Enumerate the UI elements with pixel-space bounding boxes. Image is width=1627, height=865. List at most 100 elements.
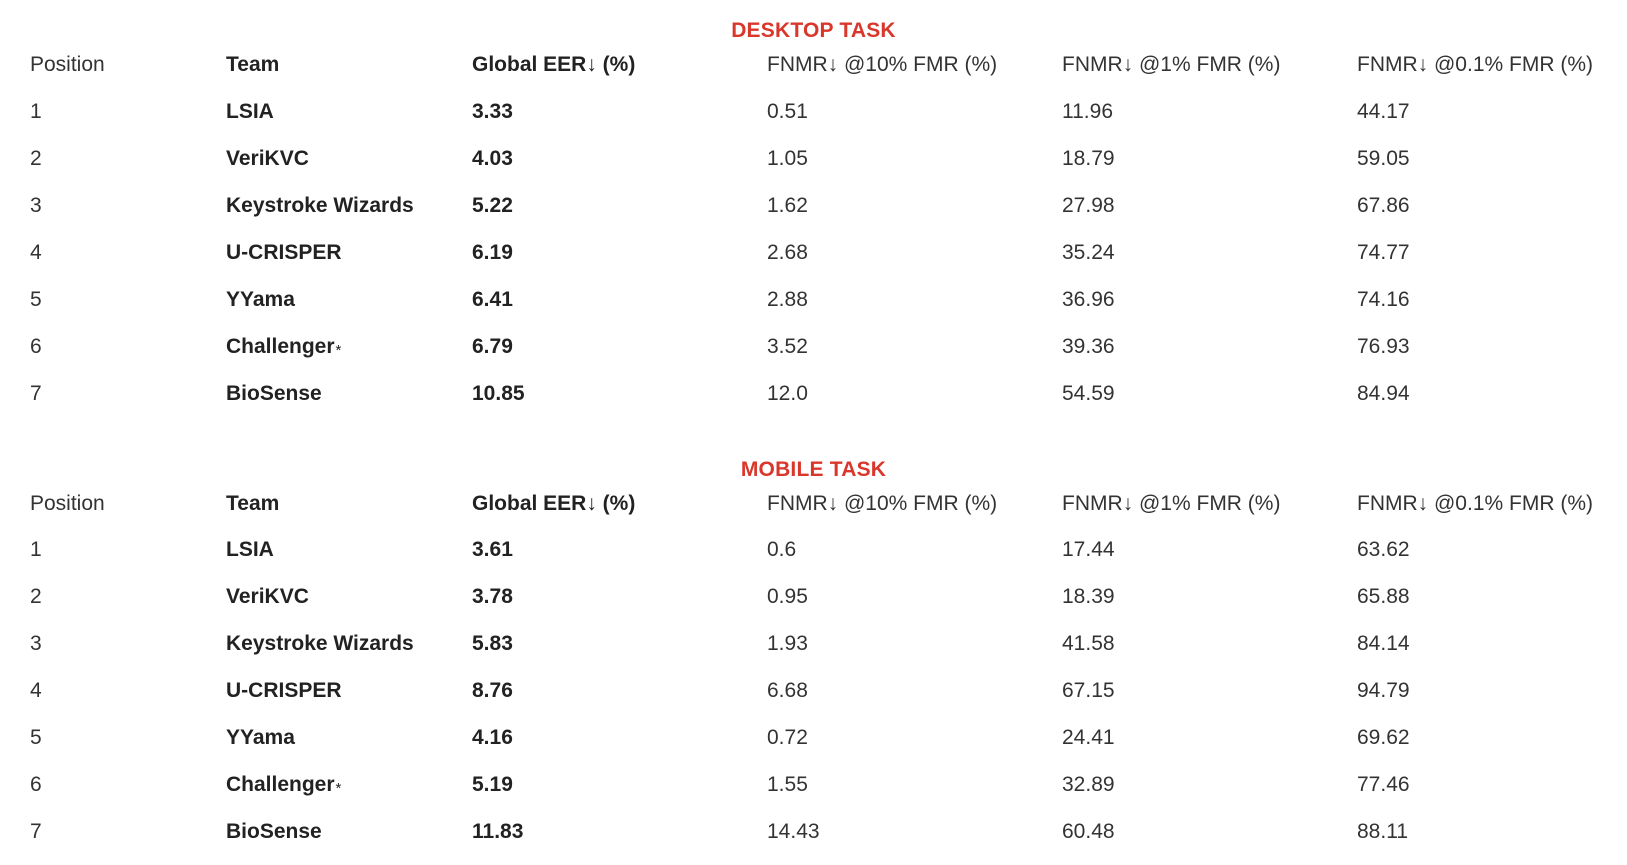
cell-team: VeriKVC <box>226 582 310 616</box>
cell-position: 4 <box>30 679 42 702</box>
cell-fnmr-1: 67.15 <box>1062 679 1115 702</box>
cell-global-eer: 10.85 <box>472 382 525 405</box>
team-name: Keystroke Wizards <box>226 194 414 217</box>
cell-fnmr-0-1: 84.14 <box>1357 632 1410 655</box>
header-position: Position <box>30 492 105 515</box>
cell-fnmr-10: 1.05 <box>767 147 808 170</box>
cell-fnmr-10: 0.95 <box>767 585 808 608</box>
cell-fnmr-10: 2.68 <box>767 241 808 264</box>
cell-fnmr-0-1: 76.93 <box>1357 335 1410 358</box>
cell-fnmr-0-1: 44.17 <box>1357 100 1410 123</box>
team-name: LSIA <box>226 538 274 561</box>
table-row: 7 BioSense 11.83 14.43 60.48 88.11 <box>0 817 1627 847</box>
team-name: VeriKVC <box>226 585 309 608</box>
cell-fnmr-1: 54.59 <box>1062 382 1115 405</box>
header-team: Team <box>226 53 280 76</box>
team-name: BioSense <box>226 382 322 405</box>
cell-global-eer: 3.61 <box>472 538 513 561</box>
cell-team: YYama <box>226 723 296 757</box>
cell-fnmr-0-1: 67.86 <box>1357 194 1410 217</box>
table-row: 5 YYama 4.16 0.72 24.41 69.62 <box>0 723 1627 753</box>
team-name: U-CRISPER <box>226 241 342 264</box>
team-star: * <box>335 342 342 359</box>
table-row: 4 U-CRISPER 8.76 6.68 67.15 94.79 <box>0 676 1627 706</box>
cell-position: 7 <box>30 382 42 405</box>
header-fnmr-0-1: FNMR↓ @0.1% FMR (%) <box>1357 53 1593 76</box>
table-row: 6 Challenger* 6.79 3.52 39.36 76.93 <box>0 332 1627 362</box>
table-row: 3 Keystroke Wizards 5.22 1.62 27.98 67.8… <box>0 191 1627 221</box>
cell-fnmr-1: 35.24 <box>1062 241 1115 264</box>
cell-fnmr-1: 18.79 <box>1062 147 1115 170</box>
cell-fnmr-1: 24.41 <box>1062 726 1115 749</box>
cell-fnmr-1: 27.98 <box>1062 194 1115 217</box>
header-global-eer: Global EER↓ (%) <box>472 492 636 515</box>
cell-team: BioSense <box>226 379 323 413</box>
cell-team: Challenger* <box>226 770 341 804</box>
cell-fnmr-0-1: 77.46 <box>1357 773 1410 796</box>
cell-fnmr-1: 36.96 <box>1062 288 1115 311</box>
cell-position: 7 <box>30 820 42 843</box>
header-fnmr-10: FNMR↓ @10% FMR (%) <box>767 53 998 76</box>
cell-fnmr-10: 0.51 <box>767 100 808 123</box>
cell-fnmr-10: 12.0 <box>767 382 808 405</box>
cell-team: LSIA <box>226 535 275 569</box>
cell-fnmr-10: 14.43 <box>767 820 820 843</box>
cell-fnmr-0-1: 94.79 <box>1357 679 1410 702</box>
cell-global-eer: 4.16 <box>472 726 513 749</box>
header-fnmr-0-1: FNMR↓ @0.1% FMR (%) <box>1357 492 1593 515</box>
cell-fnmr-10: 1.62 <box>767 194 808 217</box>
cell-position: 4 <box>30 241 42 264</box>
cell-fnmr-0-1: 59.05 <box>1357 147 1410 170</box>
cell-fnmr-10: 0.6 <box>767 538 797 561</box>
cell-fnmr-1: 11.96 <box>1062 100 1113 123</box>
table-row: 4 U-CRISPER 6.19 2.68 35.24 74.77 <box>0 238 1627 268</box>
cell-team: Challenger* <box>226 332 341 366</box>
cell-position: 3 <box>30 632 42 655</box>
cell-fnmr-1: 41.58 <box>1062 632 1115 655</box>
team-name: YYama <box>226 288 295 311</box>
cell-position: 2 <box>30 147 42 170</box>
cell-global-eer: 6.41 <box>472 288 513 311</box>
cell-fnmr-0-1: 65.88 <box>1357 585 1410 608</box>
cell-team: U-CRISPER <box>226 676 343 710</box>
cell-fnmr-10: 3.52 <box>767 335 808 358</box>
team-name: BioSense <box>226 820 322 843</box>
cell-position: 1 <box>30 538 42 561</box>
cell-fnmr-0-1: 69.62 <box>1357 726 1410 749</box>
cell-team: BioSense <box>226 817 323 851</box>
cell-team: Keystroke Wizards <box>226 629 415 663</box>
cell-position: 5 <box>30 726 42 749</box>
table-header-row: Position Team Global EER↓ (%) FNMR↓ @10%… <box>0 489 1627 519</box>
team-name: Keystroke Wizards <box>226 632 414 655</box>
cell-position: 2 <box>30 585 42 608</box>
cell-global-eer: 8.76 <box>472 679 513 702</box>
table-row: 6 Challenger* 5.19 1.55 32.89 77.46 <box>0 770 1627 800</box>
cell-global-eer: 3.78 <box>472 585 513 608</box>
cell-fnmr-10: 2.88 <box>767 288 808 311</box>
cell-team: LSIA <box>226 97 275 131</box>
team-name: U-CRISPER <box>226 679 342 702</box>
cell-global-eer: 5.19 <box>472 773 513 796</box>
cell-global-eer: 6.79 <box>472 335 513 358</box>
cell-fnmr-1: 60.48 <box>1062 820 1115 843</box>
team-name: LSIA <box>226 100 274 123</box>
cell-position: 6 <box>30 335 42 358</box>
cell-team: YYama <box>226 285 296 319</box>
cell-team: U-CRISPER <box>226 238 343 272</box>
cell-fnmr-10: 1.55 <box>767 773 808 796</box>
cell-fnmr-1: 39.36 <box>1062 335 1115 358</box>
cell-global-eer: 4.03 <box>472 147 513 170</box>
cell-global-eer: 3.33 <box>472 100 513 123</box>
cell-team: Keystroke Wizards <box>226 191 415 225</box>
cell-fnmr-0-1: 74.77 <box>1357 241 1410 264</box>
cell-position: 3 <box>30 194 42 217</box>
header-fnmr-1: FNMR↓ @1% FMR (%) <box>1062 53 1281 76</box>
table-row: 2 VeriKVC 4.03 1.05 18.79 59.05 <box>0 144 1627 174</box>
table-row: 1 LSIA 3.33 0.51 11.96 44.17 <box>0 97 1627 127</box>
table-row: 2 VeriKVC 3.78 0.95 18.39 65.88 <box>0 582 1627 612</box>
team-star: * <box>335 780 342 797</box>
section-title: DESKTOP TASK <box>731 19 896 42</box>
cell-fnmr-10: 6.68 <box>767 679 808 702</box>
table-row: 3 Keystroke Wizards 5.83 1.93 41.58 84.1… <box>0 629 1627 659</box>
cell-position: 5 <box>30 288 42 311</box>
